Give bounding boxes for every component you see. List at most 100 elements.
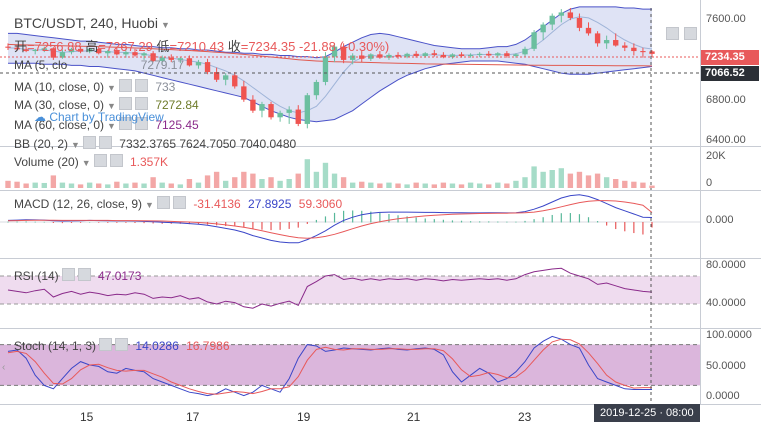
ma5-value: 7279.17 <box>140 58 185 72</box>
macd-pane[interactable] <box>0 194 700 244</box>
volume-bar <box>159 182 165 188</box>
volume-bar <box>440 182 447 188</box>
settings-icon[interactable] <box>61 268 75 281</box>
tradingview-link[interactable]: Chart by TradingView <box>49 110 164 124</box>
tradingview-logo[interactable]: ☁ Chart by TradingView <box>34 110 164 124</box>
ma5-legend[interactable]: MA (5, clo 7279.17 <box>14 58 184 72</box>
bb-legend[interactable]: BB (20, 2) ▼ 7332.3765 7624.7050 7040.048… <box>14 136 296 151</box>
macd-label: MACD (12, 26, close, 9) <box>14 197 143 211</box>
ma10-legend[interactable]: MA (10, close, 0) ▼ 733 <box>14 79 175 94</box>
bollinger-band-fill <box>8 6 652 122</box>
close-icon[interactable] <box>172 196 186 209</box>
volume-bar <box>549 170 555 188</box>
volume-bar <box>204 175 211 188</box>
candle-body <box>123 52 129 55</box>
current-price-tag: 7234.35 <box>701 50 759 65</box>
volume-legend[interactable]: Volume (20) ▼ 1.357K <box>14 154 168 169</box>
close-icon[interactable] <box>109 154 123 167</box>
candle-body <box>368 54 374 59</box>
settings-icon[interactable] <box>156 196 170 209</box>
candle-body <box>59 52 66 58</box>
macd-histogram-bar <box>551 214 553 223</box>
pane-separator[interactable] <box>0 328 761 329</box>
close-icon[interactable] <box>134 117 148 130</box>
close-label: 收 <box>227 39 241 54</box>
volume-bar <box>186 179 193 188</box>
settings-icon[interactable] <box>82 136 96 149</box>
settings-icon[interactable] <box>93 154 107 167</box>
candle-body <box>504 53 510 57</box>
macd-axis-label: 0.000 <box>706 214 734 226</box>
macd-histogram-bar <box>197 222 200 225</box>
settings-icon[interactable] <box>118 79 132 92</box>
candle-body <box>495 53 501 56</box>
settings-icon[interactable] <box>666 27 679 40</box>
macd-histogram-bar <box>234 222 236 227</box>
price-pane[interactable] <box>5 6 655 129</box>
close-icon[interactable] <box>115 338 129 351</box>
ma60-label: MA (60, close, 0) <box>14 118 105 132</box>
volume-bar <box>649 185 655 188</box>
close-icon[interactable] <box>134 97 148 110</box>
caret-down-icon[interactable]: ▼ <box>107 121 116 131</box>
candle-body <box>640 51 646 53</box>
candle-body <box>594 33 601 44</box>
candle-body <box>540 24 546 33</box>
caret-down-icon[interactable]: ▼ <box>160 20 170 30</box>
volume-bar <box>467 182 474 188</box>
macd-histogram-bar <box>70 222 73 223</box>
candle-body <box>195 62 202 66</box>
macd-histogram-bar <box>333 212 336 223</box>
volume-bar <box>513 180 519 188</box>
volume-bar <box>613 179 619 188</box>
caret-down-icon[interactable]: ▼ <box>145 200 154 210</box>
pane-separator[interactable] <box>0 190 761 191</box>
macd-histogram-bar <box>587 217 590 223</box>
caret-down-icon[interactable]: ▼ <box>81 158 91 168</box>
macd-histogram-bar <box>52 222 54 223</box>
candle-body <box>295 109 301 124</box>
stoch-legend[interactable]: Stoch (14, 1, 3) 14.0286 16.7986 <box>14 338 230 353</box>
volume-bar <box>177 184 184 188</box>
macd-histogram-bar <box>442 219 444 223</box>
rsi-pane[interactable] <box>0 267 700 309</box>
candle-body <box>241 86 247 100</box>
volume-bar <box>304 159 311 188</box>
stoch-pane[interactable] <box>0 335 700 397</box>
close-icon[interactable] <box>98 136 112 149</box>
candle-body <box>96 48 102 54</box>
rsi-legend[interactable]: RSI (14) 47.0173 <box>14 268 141 283</box>
close-icon[interactable] <box>77 268 91 281</box>
ohlc-legend: 开=7256.88 高=7267.29 低=7210.43 收=7234.35 … <box>14 39 390 54</box>
screenshot-icon[interactable] <box>684 27 697 40</box>
macd-histogram-bar <box>161 222 163 224</box>
macd-histogram-bar <box>134 222 136 223</box>
candle-body <box>576 17 583 28</box>
pane-separator[interactable] <box>0 258 761 259</box>
macd-histogram-bar <box>433 219 435 223</box>
symbol-legend[interactable]: BTC/USDT, 240, Huobi ▼ <box>14 15 170 31</box>
volume-pane[interactable] <box>5 159 655 188</box>
pane-separator <box>0 404 761 405</box>
macd-histogram-bar <box>479 221 481 223</box>
scroll-left-icon[interactable]: ‹ <box>2 362 6 373</box>
volume-bar <box>295 173 301 188</box>
close-icon[interactable] <box>134 79 148 92</box>
rsi-value: 47.0173 <box>98 269 142 283</box>
caret-down-icon[interactable]: ▼ <box>71 140 80 150</box>
pane-separator[interactable] <box>0 146 761 147</box>
settings-icon[interactable] <box>118 97 132 110</box>
settings-icon[interactable] <box>99 338 113 351</box>
candle-body <box>476 53 483 55</box>
macd-legend[interactable]: MACD (12, 26, close, 9) ▼ -31.4136 27.892… <box>14 196 342 211</box>
caret-down-icon[interactable]: ▼ <box>107 101 116 111</box>
ma30-legend[interactable]: MA (30, close, 0) ▼ 7272.84 <box>14 97 199 112</box>
settings-icon[interactable] <box>118 117 132 130</box>
volume-bar <box>386 182 392 188</box>
volume-bar <box>23 183 29 188</box>
ma60-legend[interactable]: MA (60, close, 0) ▼ 7125.45 <box>14 117 199 132</box>
macd-histogram-bar <box>560 213 562 223</box>
macd-histogram-bar <box>642 222 644 235</box>
caret-down-icon[interactable]: ▼ <box>107 83 116 93</box>
